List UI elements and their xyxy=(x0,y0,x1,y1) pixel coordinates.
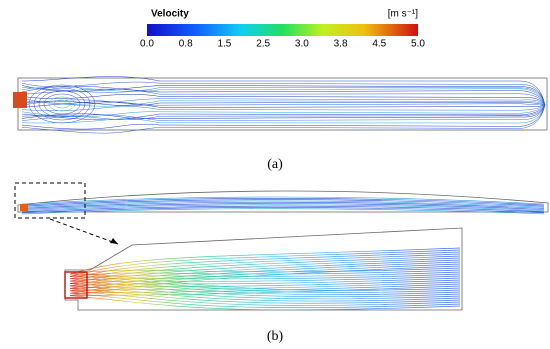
streamline xyxy=(21,99,546,106)
streamline xyxy=(69,292,461,309)
streamline xyxy=(69,269,461,277)
zoom-arrowhead xyxy=(110,238,118,244)
streamline xyxy=(21,76,546,106)
streamline xyxy=(21,104,546,121)
panel-label: (a) xyxy=(267,157,283,172)
streamline xyxy=(21,87,546,106)
streamline xyxy=(21,201,545,209)
streamline xyxy=(69,280,461,298)
streamlines-zoom xyxy=(69,247,461,311)
streamline xyxy=(21,205,545,212)
colorbar-unit: [m s⁻¹] xyxy=(388,9,418,20)
streamline xyxy=(21,104,546,134)
streamline xyxy=(69,261,461,292)
streamline xyxy=(69,273,461,291)
zoom-arrow xyxy=(49,218,119,245)
colorbar-tick-label: 1.5 xyxy=(217,39,231,50)
colorbar-tick-label: 0.0 xyxy=(140,39,154,50)
streamline xyxy=(69,259,461,289)
inlet-b xyxy=(20,204,28,211)
streamline xyxy=(21,207,545,214)
streamline xyxy=(21,94,546,106)
streamline xyxy=(69,265,461,296)
streamline xyxy=(21,88,546,106)
streamline xyxy=(69,283,461,300)
streamline xyxy=(21,200,545,208)
streamline xyxy=(69,285,461,296)
streamline xyxy=(21,199,545,207)
streamline xyxy=(21,198,545,206)
colorbar-tick-label: 4.5 xyxy=(372,39,386,50)
vortex xyxy=(53,99,71,109)
streamline xyxy=(69,263,461,294)
streamline xyxy=(69,278,461,296)
colorbar-tick-label: 3.0 xyxy=(295,39,309,50)
inlet-a xyxy=(13,92,27,108)
colorbar-tick-label: 0.8 xyxy=(179,39,193,50)
inlet-zoom xyxy=(64,271,88,299)
streamline xyxy=(21,104,546,124)
streamline xyxy=(21,101,546,106)
streamline xyxy=(69,276,461,293)
streamline xyxy=(21,104,546,120)
streamline xyxy=(69,249,461,277)
streamline xyxy=(69,267,461,275)
vortex xyxy=(33,87,91,121)
streamline xyxy=(21,104,546,111)
streamline xyxy=(21,104,546,130)
streamline xyxy=(21,208,545,215)
vortex xyxy=(38,90,86,118)
panel-label: (b) xyxy=(267,329,284,344)
domain-b xyxy=(17,190,549,213)
streamline xyxy=(21,196,545,205)
colorbar-tick-label: 3.8 xyxy=(334,39,348,50)
streamline xyxy=(21,100,546,107)
streamline xyxy=(21,85,546,106)
streamline xyxy=(21,104,546,118)
streamline xyxy=(69,279,461,289)
streamline xyxy=(21,204,545,211)
colorbar-tick-label: 5.0 xyxy=(411,39,425,50)
streamline xyxy=(21,85,546,106)
streamline xyxy=(69,281,461,292)
streamline xyxy=(69,283,461,294)
streamline xyxy=(69,273,461,282)
streamline xyxy=(21,203,545,210)
streamline xyxy=(69,290,461,306)
colorbar xyxy=(147,24,418,36)
streamline xyxy=(69,271,461,280)
colorbar-title: Velocity xyxy=(151,9,189,20)
streamlines-a xyxy=(21,76,546,134)
streamline xyxy=(69,275,461,284)
streamline xyxy=(69,285,461,302)
streamlines-b xyxy=(20,196,545,215)
streamline xyxy=(69,288,461,304)
zoom-box xyxy=(14,182,86,219)
colorbar-ticks: 0.0 0.8 1.5 2.5 3.0 3.8 4.5 5.0 xyxy=(140,39,425,50)
streamline xyxy=(69,251,461,280)
streamline xyxy=(69,277,461,287)
vortex xyxy=(48,96,76,112)
vortex xyxy=(28,84,96,124)
vortex xyxy=(43,93,81,115)
streamline xyxy=(69,295,461,311)
streamline xyxy=(69,247,461,275)
colorbar-tick-label: 2.5 xyxy=(256,39,270,50)
